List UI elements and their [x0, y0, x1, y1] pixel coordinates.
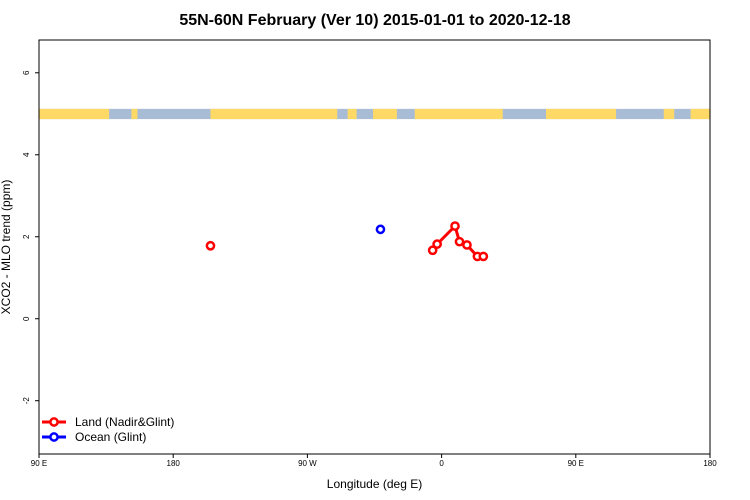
data-point	[375, 224, 386, 235]
x-tick-label: 0	[439, 459, 444, 468]
data-point	[205, 240, 216, 251]
legend-label-ocean: Ocean (Glint)	[75, 430, 146, 444]
land-band	[545, 108, 617, 120]
land-band	[131, 108, 138, 120]
y-tick-label: 6	[22, 70, 31, 75]
x-tick-label: 90 W	[298, 459, 317, 468]
data-point	[478, 251, 489, 262]
land-band	[414, 108, 503, 120]
data-series	[205, 221, 489, 262]
land-band	[210, 108, 338, 120]
data-point	[427, 245, 438, 256]
y-axis-label: XCO2 - MLO trend (ppm)	[0, 180, 13, 315]
land-ocean-strip	[39, 108, 710, 120]
x-axis-label: Longitude (deg E)	[327, 477, 422, 491]
x-tick-label: 180	[167, 459, 181, 468]
chart-title: 55N-60N February (Ver 10) 2015-01-01 to …	[179, 12, 570, 29]
y-tick-label: 4	[22, 152, 31, 157]
legend: Land (Nadir&Glint) Ocean (Glint)	[42, 415, 174, 444]
y-tick-label: 0	[22, 316, 31, 321]
x-tick-label: 90 E	[31, 459, 47, 468]
x-tick-label: 180	[703, 459, 717, 468]
legend-item-ocean: Ocean (Glint)	[42, 430, 146, 444]
x-tick-label: 90 E	[568, 459, 584, 468]
legend-item-land: Land (Nadir&Glint)	[42, 415, 174, 429]
land-band	[690, 108, 710, 120]
legend-label-land: Land (Nadir&Glint)	[75, 415, 174, 429]
y-tick-label: 2	[22, 234, 31, 239]
y-tick-label: -2	[22, 397, 31, 405]
land-band	[373, 108, 397, 120]
data-point	[462, 240, 472, 250]
plot-frame	[38, 39, 711, 455]
land-band	[39, 108, 110, 120]
series-group	[205, 221, 489, 262]
data-point	[450, 221, 460, 231]
legend-marker-land	[49, 417, 59, 427]
series-group	[375, 224, 386, 235]
data-point	[432, 239, 442, 249]
land-band	[347, 108, 357, 120]
x-axis: 90 E 180 90 W 0 90 E 180	[31, 454, 717, 468]
legend-marker-ocean	[49, 432, 59, 442]
data-point	[454, 236, 465, 247]
land-band	[663, 108, 675, 120]
y-axis: -2 0 2 4 6	[22, 70, 39, 404]
